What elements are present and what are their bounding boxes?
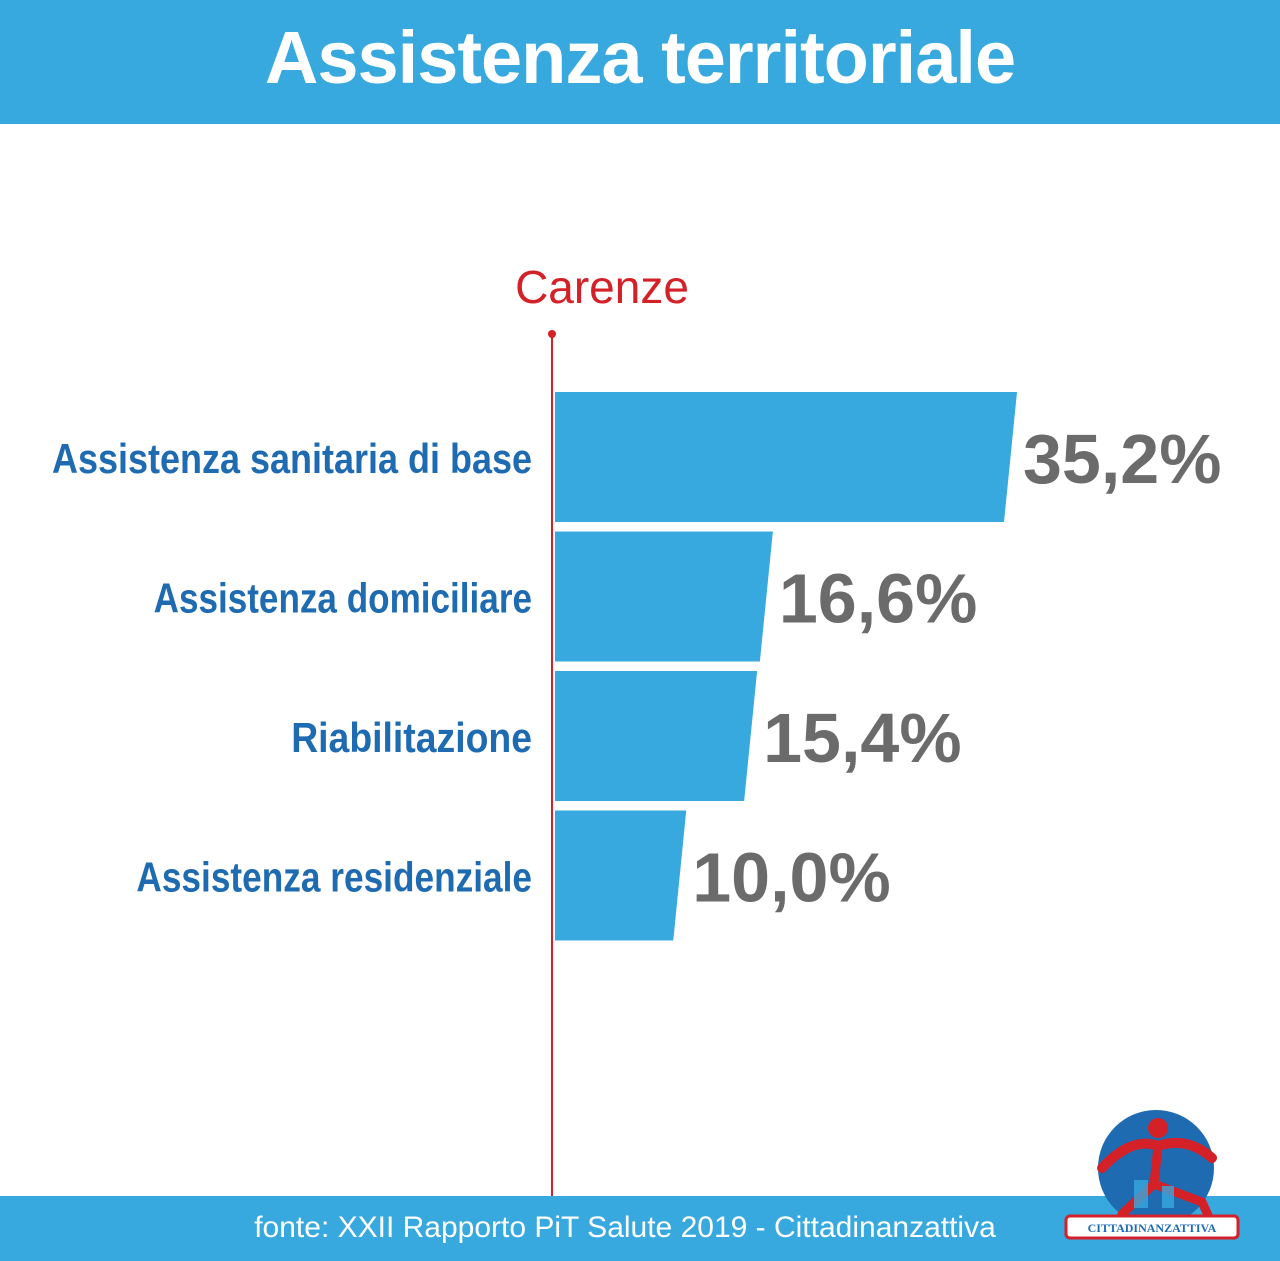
title-banner [0, 0, 1280, 124]
value-label: 16,6% [779, 560, 977, 638]
svg-text:CITTADINANZATTIVA: CITTADINANZATTIVA [1088, 1221, 1217, 1235]
category-label: Assistenza residenziale [136, 854, 532, 901]
category-label: Riabilitazione [291, 714, 532, 761]
page-title: Assistenza territoriale [264, 16, 1016, 99]
source-note: fonte: XXII Rapporto PiT Salute 2019 - C… [254, 1211, 996, 1244]
value-label: 10,0% [692, 839, 890, 917]
bar-1 [555, 392, 1017, 522]
bar-4 [555, 810, 687, 941]
category-label: Assistenza sanitaria di base [52, 435, 532, 482]
axis-title: Carenze [515, 261, 689, 313]
bar-3 [555, 671, 758, 801]
cittadinanzattiva-logo-icon: CITTADINANZATTIVA [1064, 1110, 1240, 1240]
bar-2 [555, 531, 773, 662]
category-label: Assistenza domiciliare [154, 575, 532, 622]
value-label: 35,2% [1023, 420, 1221, 498]
value-label: 15,4% [763, 699, 961, 777]
